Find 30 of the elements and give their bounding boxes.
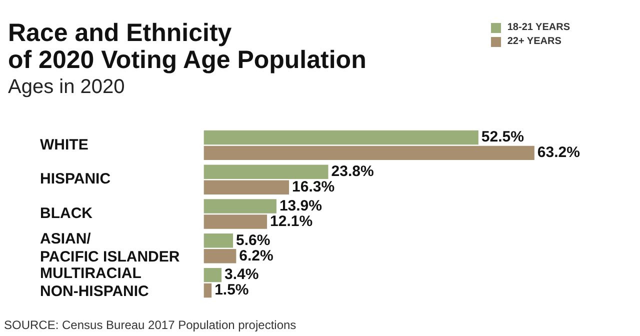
- y-tick-label: HISPANIC: [40, 170, 111, 188]
- y-tick-label: MULTIRACIAL NON-HISPANIC: [40, 264, 150, 300]
- data-label: 12.1%: [270, 212, 313, 230]
- bar: [204, 234, 234, 248]
- y-tick-label: BLACK: [40, 205, 93, 222]
- bar: [204, 180, 290, 194]
- legend-label: 22+ YEARS: [507, 36, 562, 47]
- data-label: 52.5%: [481, 128, 524, 146]
- data-label: 5.6%: [236, 232, 270, 249]
- data-label: 6.2%: [239, 247, 274, 264]
- data-label: 23.8%: [331, 163, 374, 180]
- bar: [204, 268, 222, 282]
- bar: [204, 130, 478, 145]
- data-label: 63.2%: [537, 144, 580, 162]
- chart-title: Race and Ethnicity of 2020 Voting Age Population: [8, 19, 366, 74]
- bar: [204, 283, 212, 298]
- y-tick-label: WHITE: [40, 136, 88, 154]
- bar: [204, 199, 276, 214]
- y-tick-label: ASIAN/ PACIFIC ISLANDER: [40, 230, 180, 266]
- data-label: 3.4%: [224, 266, 259, 284]
- source-note: SOURCE: Census Bureau 2017 Population projections: [4, 318, 296, 332]
- data-label: 1.5%: [214, 282, 249, 299]
- chart-subtitle: Ages in 2020: [8, 76, 125, 99]
- data-label: 13.9%: [279, 197, 322, 214]
- data-label: 16.3%: [292, 178, 335, 196]
- bar: [204, 146, 534, 160]
- bar: [204, 249, 236, 264]
- bar: [204, 164, 328, 179]
- legend-label: 18-21 YEARS: [507, 22, 570, 33]
- bar: [204, 214, 268, 229]
